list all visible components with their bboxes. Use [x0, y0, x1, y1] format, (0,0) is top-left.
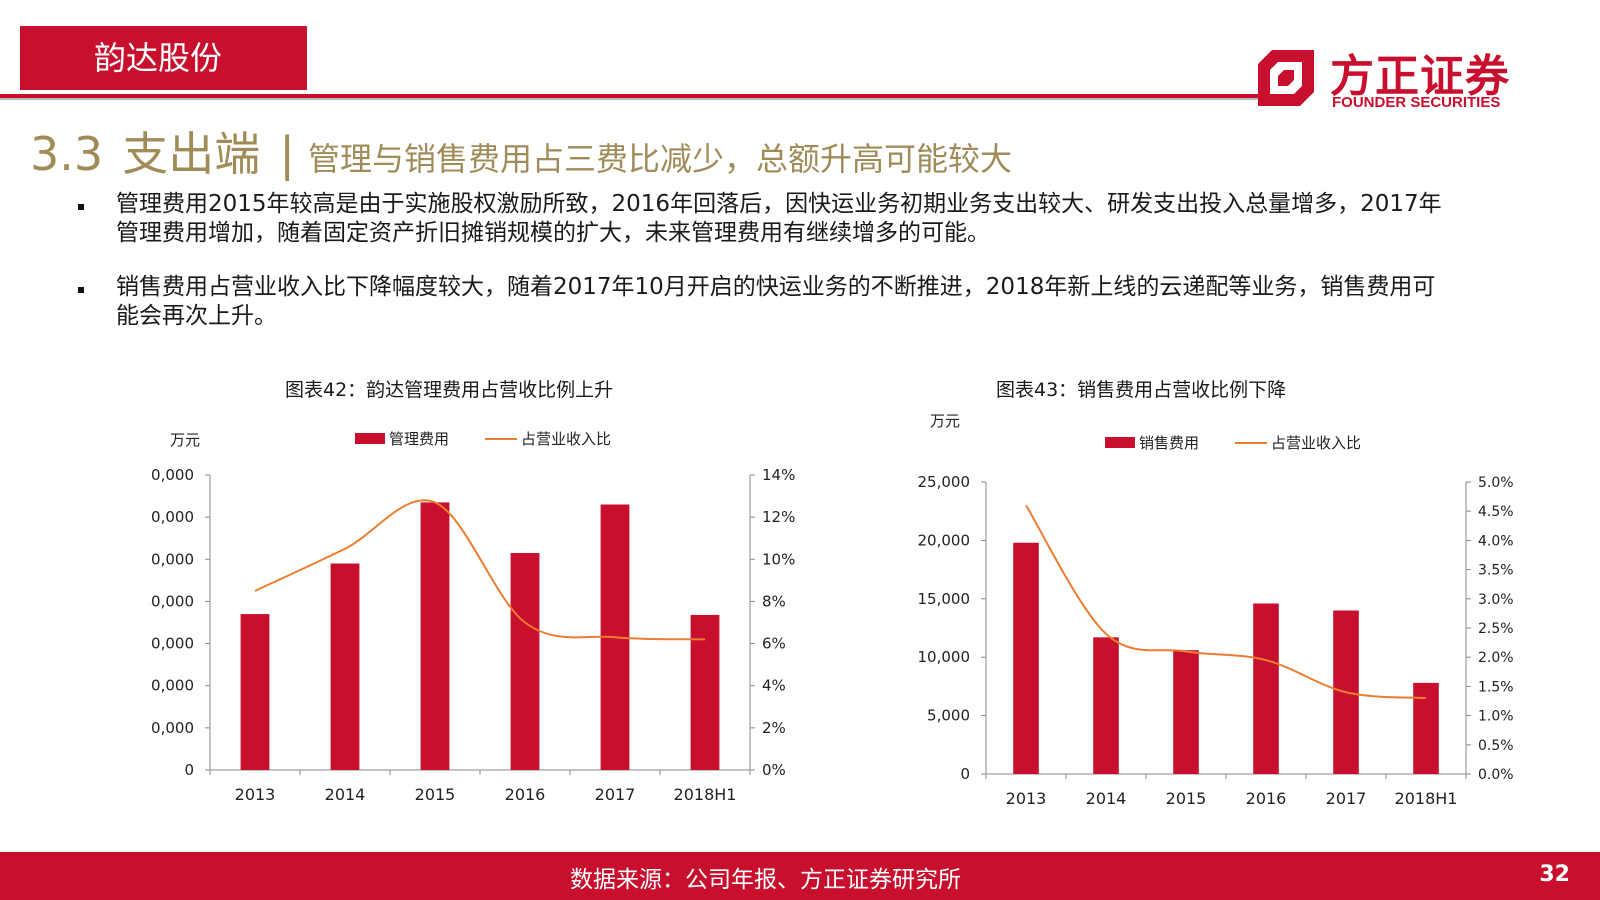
- y-tick-label-right: 12%: [762, 508, 795, 526]
- bullet-item: 销售费用占营业收入比下降幅度较大，随着2017年10月开启的快运业务的不断推进，…: [76, 273, 1456, 331]
- legend-swatch-bar: [1105, 437, 1135, 448]
- bar: [240, 614, 270, 770]
- bullet-list: 管理费用2015年较高是由于实施股权激励所致，2016年回落后，因快运业务初期业…: [76, 190, 1456, 356]
- y-tick-label-right: 1.0%: [1478, 709, 1514, 725]
- y-tick-label-left: 0: [960, 765, 970, 783]
- x-tick-label: 2015: [1166, 789, 1207, 808]
- y-tick-label-left: 30,000: [150, 635, 194, 653]
- legend-swatch-bar: [355, 433, 385, 444]
- y-tick-label-right: 3.5%: [1478, 563, 1514, 579]
- bullet-marker: [78, 204, 84, 210]
- y-tick-label-right: 2%: [762, 719, 786, 737]
- y-tick-label-right: 1.5%: [1478, 679, 1514, 695]
- y-axis-unit-label: 万元: [170, 431, 200, 449]
- bar: [1253, 603, 1279, 774]
- y-tick-label-right: 10%: [762, 550, 795, 568]
- header-rule: [0, 94, 1260, 98]
- company-tag: 韵达股份: [20, 26, 307, 90]
- chart-title-43: 图表43：销售费用占营收比例下降: [996, 379, 1287, 401]
- y-tick-label-right: 3.0%: [1478, 592, 1514, 608]
- y-tick-label-left: 0: [184, 761, 194, 779]
- x-tick-label: 2018H1: [674, 785, 737, 804]
- page-number: 32: [1539, 862, 1570, 887]
- founder-securities-logo: 方正证券 FOUNDER SECURITIES: [1254, 40, 1554, 120]
- y-tick-label-left: 60,000: [150, 508, 194, 526]
- x-tick-label: 2016: [1246, 789, 1287, 808]
- y-tick-label-right: 6%: [762, 635, 786, 653]
- y-tick-label-right: 4.0%: [1478, 533, 1514, 549]
- x-tick-label: 2017: [1326, 789, 1367, 808]
- admin-expense-chart: 万元 管理费用 占营业收入比 0 10,000 20,000 30,000 40,000 50,…: [150, 430, 795, 804]
- y-tick-label-left: 20,000: [918, 531, 971, 549]
- footer-bar: 数据来源：公司年报、方正证券研究所 32: [0, 852, 1600, 900]
- founder-logo-icon: [1258, 50, 1314, 106]
- y-tick-label-right: 8%: [762, 592, 786, 610]
- section-subtitle: 管理与销售费用占三费比减少，总额升高可能较大: [307, 140, 1012, 178]
- y-tick-label-right: 14%: [762, 466, 795, 484]
- x-tick-label: 2017: [595, 785, 636, 804]
- legend-label-line: 占营业收入比: [521, 430, 611, 448]
- y-tick-label-left: 40,000: [150, 592, 194, 610]
- logo-text-cn: 方正证券: [1330, 51, 1510, 102]
- bar: [1093, 637, 1119, 774]
- bar: [510, 552, 540, 770]
- x-tick-label: 2014: [325, 785, 366, 804]
- bullet-marker: [78, 287, 84, 293]
- y-tick-label-left: 25,000: [918, 473, 971, 491]
- title-separator: |: [279, 127, 295, 181]
- y-tick-label-left: 50,000: [150, 550, 194, 568]
- logo-text-en: FOUNDER SECURITIES: [1332, 94, 1501, 111]
- y-tick-label-right: 4%: [762, 677, 786, 695]
- x-tick-label: 2013: [235, 785, 276, 804]
- legend-label-bar: 销售费用: [1139, 434, 1199, 452]
- y-tick-label-left: 5,000: [927, 707, 970, 725]
- x-tick-label: 2018H1: [1395, 789, 1458, 808]
- y-tick-label-left: 15,000: [918, 590, 971, 608]
- bar: [330, 563, 360, 770]
- bullet-text: 管理费用2015年较高是由于实施股权激励所致，2016年回落后，因快运业务初期业…: [116, 191, 1442, 246]
- y-tick-label-left: 70,000: [150, 466, 194, 484]
- y-tick-label-right: 0.0%: [1478, 767, 1514, 783]
- x-tick-label: 2013: [1006, 789, 1047, 808]
- ratio-line: [254, 499, 706, 641]
- x-tick-label: 2015: [415, 785, 456, 804]
- y-tick-label-left: 20,000: [150, 677, 194, 695]
- section-title: 支出端: [122, 127, 261, 181]
- y-axis-unit-label: 万元: [930, 412, 960, 430]
- data-source: 数据来源：公司年报、方正证券研究所: [570, 867, 961, 893]
- y-tick-label-left: 10,000: [918, 648, 971, 666]
- bullet-item: 管理费用2015年较高是由于实施股权激励所致，2016年回落后，因快运业务初期业…: [76, 190, 1456, 248]
- y-tick-label-right: 0.5%: [1478, 738, 1514, 754]
- bar: [1013, 542, 1039, 774]
- y-tick-label-right: 2.0%: [1478, 650, 1514, 666]
- x-tick-label: 2016: [505, 785, 546, 804]
- chart-title-42: 图表42：韵达管理费用占营收比例上升: [285, 379, 614, 401]
- x-tick-label: 2014: [1086, 789, 1127, 808]
- bar: [690, 614, 720, 770]
- slide-title: 3.3 支出端 | 管理与销售费用占三费比减少，总额升高可能较大: [30, 118, 1012, 181]
- ratio-line: [1025, 504, 1427, 700]
- y-tick-label-right: 2.5%: [1478, 621, 1514, 637]
- bullet-text: 销售费用占营业收入比下降幅度较大，随着2017年10月开启的快运业务的不断推进，…: [116, 274, 1436, 329]
- y-tick-label-right: 4.5%: [1478, 504, 1514, 520]
- bar: [1413, 682, 1439, 774]
- y-tick-label-left: 10,000: [150, 719, 194, 737]
- y-tick-label-right: 0%: [762, 761, 786, 779]
- legend-label-line: 占营业收入比: [1271, 434, 1361, 452]
- legend-label-bar: 管理费用: [389, 430, 449, 448]
- y-tick-label-right: 5.0%: [1478, 475, 1514, 491]
- bar: [420, 502, 450, 770]
- section-number: 3.3: [30, 127, 104, 181]
- header-rule-shadow: [0, 98, 1260, 100]
- bar: [1173, 650, 1199, 774]
